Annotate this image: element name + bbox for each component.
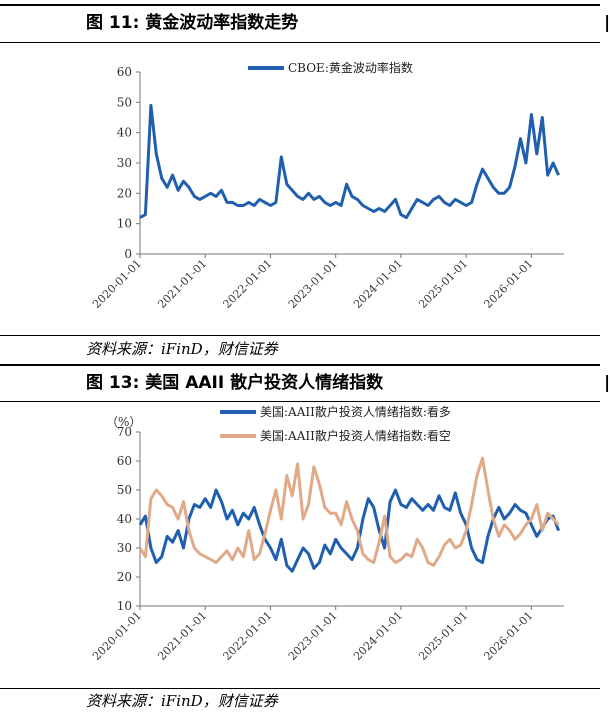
figure2-source: 资料来源：iFinD，财信证券 xyxy=(86,692,278,710)
y-tick-label: 20 xyxy=(117,186,132,200)
figure2-title-rule xyxy=(0,401,600,402)
x-tick-label: 2025-01-01 xyxy=(416,257,470,311)
figure1-title: 图 11: 黄金波动率指数走势 xyxy=(86,13,299,33)
y-tick-label: 0 xyxy=(124,247,132,261)
figure2-top-rule xyxy=(0,364,600,366)
figure1-title-rule xyxy=(0,42,600,43)
y-tick-label: 20 xyxy=(117,570,132,584)
legend-label-1: 美国:AAII散户投资人情绪指数:看多 xyxy=(260,404,451,419)
y-tick-label: 50 xyxy=(117,483,132,497)
y-tick-label: 40 xyxy=(117,512,132,526)
y-tick-label: 60 xyxy=(117,65,132,79)
y-tick-label: 60 xyxy=(117,454,132,468)
legend-label-1: CBOE:黄金波动率指数 xyxy=(288,60,413,75)
x-tick-label: 2023-01-01 xyxy=(286,609,340,663)
y-tick-label: 30 xyxy=(117,541,132,555)
x-tick-label: 2020-01-01 xyxy=(90,609,144,663)
aaii-sentiment-chart: 10 20 30 40 50 60 70 2020-01-01 2021-01-01 2022-0… xyxy=(90,404,564,663)
x-tick-label: 2023-01-01 xyxy=(286,257,340,311)
right-column-marker: | xyxy=(604,13,610,33)
x-tick-label: 2022-01-01 xyxy=(221,609,275,663)
x-tick-label: 2022-01-01 xyxy=(221,257,275,311)
y-tick-label: 70 xyxy=(117,425,132,439)
x-tick-label: 2026-01-01 xyxy=(481,609,535,663)
x-tick-label: 2025-01-01 xyxy=(416,609,470,663)
series-line-1 xyxy=(139,103,560,220)
figure2-bottom-rule xyxy=(0,688,600,689)
gold-volatility-chart: 0 10 20 30 40 50 60 2020-01-01 2021-01-01 2022-01… xyxy=(90,60,564,311)
figure1-bottom-rule xyxy=(0,335,600,336)
series-line-1 xyxy=(138,488,561,573)
y-tick-label: 10 xyxy=(117,599,132,613)
x-tick-label: 2026-01-01 xyxy=(481,257,535,311)
x-tick-label: 2020-01-01 xyxy=(90,257,144,311)
y-tick-label: 30 xyxy=(117,156,132,170)
y-axis-unit-label: （%） xyxy=(106,415,141,429)
y-tick-label: 40 xyxy=(117,126,132,140)
figure2-title: 图 13: 美国 AAII 散户投资人情绪指数 xyxy=(86,373,384,393)
x-tick-label: 2024-01-01 xyxy=(351,609,405,663)
y-tick-label: 10 xyxy=(117,217,132,231)
figure1-top-rule xyxy=(0,4,600,6)
figure1-source: 资料来源：iFinD，财信证券 xyxy=(86,340,278,358)
right-column-marker-2: | xyxy=(604,373,610,393)
y-tick-label: 50 xyxy=(117,95,132,109)
x-tick-label: 2021-01-01 xyxy=(155,609,209,663)
x-tick-label: 2021-01-01 xyxy=(155,257,209,311)
legend-label-2: 美国:AAII散户投资人情绪指数:看空 xyxy=(260,428,451,443)
x-tick-label: 2024-01-01 xyxy=(351,257,405,311)
series-line-2 xyxy=(138,456,560,567)
